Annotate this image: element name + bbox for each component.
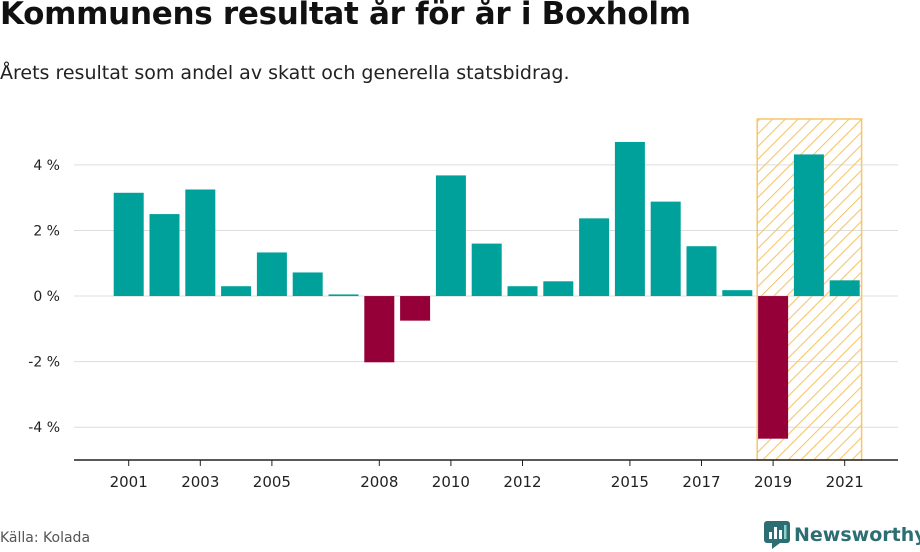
bar-2001 — [113, 192, 144, 297]
x-tick-label: 2012 — [503, 473, 541, 491]
newsworthy-logo: Newsworthy — [764, 521, 920, 549]
bar-2009 — [400, 296, 431, 321]
x-tick-label: 2008 — [360, 473, 398, 491]
bar-2002 — [149, 214, 180, 297]
axes: 2001 2003 2005 2008 2010 2012 2015 2017 2019 2021 — [74, 459, 898, 491]
bar-2005 — [256, 252, 287, 297]
bar-2010 — [435, 175, 466, 297]
bar-2018 — [722, 290, 753, 297]
x-tick-label: 2021 — [826, 473, 864, 491]
bar-2017 — [686, 246, 717, 297]
bar-2007 — [328, 294, 359, 297]
y-tick-label: -2 % — [28, 355, 60, 371]
x-tick-label: 2019 — [754, 473, 792, 491]
chart-title: Kommunens resultat år för år i Boxholm — [0, 0, 691, 32]
bar-2021 — [829, 280, 860, 297]
y-tick-label: 0 % — [33, 289, 60, 305]
bar-2014 — [579, 218, 610, 297]
bar-2003 — [185, 189, 216, 297]
bar-2013 — [543, 281, 574, 297]
bar-2011 — [471, 243, 502, 297]
x-tick-label: 2015 — [611, 473, 649, 491]
bar-2012 — [507, 286, 538, 297]
bar-2019 — [758, 296, 789, 439]
chart-subtitle: Årets resultat som andel av skatt och ge… — [0, 62, 570, 84]
y-tick-label: 2 % — [33, 223, 60, 239]
bar-2015 — [614, 141, 645, 297]
bar-2020 — [793, 154, 824, 297]
y-tick-label: 4 % — [33, 158, 60, 174]
x-tick-label: 2017 — [682, 473, 720, 491]
x-tick-label: 2010 — [432, 473, 470, 491]
bar-2016 — [650, 201, 681, 297]
bars — [113, 141, 860, 439]
newsworthy-logo-icon — [764, 521, 790, 549]
bar-2006 — [292, 272, 323, 297]
newsworthy-wordmark: Newsworthy — [794, 524, 920, 546]
bar-2008 — [364, 296, 395, 363]
bar-2004 — [221, 286, 252, 297]
source-note: Källa: Kolada — [0, 530, 91, 546]
x-tick-label: 2005 — [253, 473, 291, 491]
x-tick-label: 2003 — [181, 473, 219, 491]
y-tick-label: -4 % — [28, 420, 60, 436]
x-tick-label: 2001 — [110, 473, 148, 491]
